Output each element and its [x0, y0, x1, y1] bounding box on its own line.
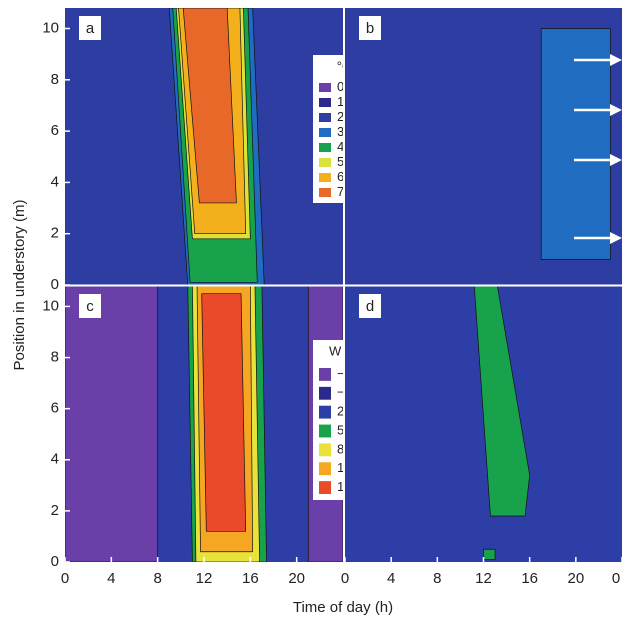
contour-region	[65, 286, 159, 562]
contour-region	[473, 286, 531, 517]
panel-letter: c	[86, 298, 94, 315]
y-tick-label: 4	[51, 451, 59, 468]
x-tick-label: 16	[521, 570, 538, 587]
x-tick-label: 4	[107, 570, 115, 587]
panel-letter-box	[79, 294, 101, 318]
panel-letter: d	[366, 298, 374, 315]
panel	[345, 286, 622, 562]
x-axis-label: Time of day (h)	[293, 599, 393, 616]
legend-swatch	[319, 158, 331, 167]
legend-swatch	[319, 405, 331, 419]
legend-swatch	[319, 98, 331, 107]
legend-swatch	[319, 83, 331, 92]
y-axis-label: Position in understory (m)	[11, 200, 28, 371]
x-tick-label: 0	[612, 570, 620, 587]
legend-swatch	[319, 128, 331, 137]
y-tick-label: 6	[51, 122, 59, 139]
arrow-head	[610, 232, 622, 244]
legend-label: 0	[337, 79, 344, 94]
y-tick-label: 8	[51, 71, 59, 88]
y-tick-label: 10	[42, 19, 59, 36]
y-tick-label: 6	[51, 400, 59, 417]
legend-swatch	[319, 188, 331, 197]
x-tick-label: 12	[196, 570, 213, 587]
panel-letter-box	[359, 16, 381, 40]
y-tick-label: 2	[51, 225, 59, 242]
arrow-head	[610, 104, 622, 116]
legend-swatch	[319, 143, 331, 152]
contour-region	[201, 293, 247, 532]
legend-swatch	[319, 424, 331, 438]
panel-letter-box	[79, 16, 101, 40]
arrow-head	[610, 54, 622, 66]
arrow-head	[610, 154, 622, 166]
legend-swatch	[319, 113, 331, 122]
panel-letter: b	[366, 20, 374, 37]
panel-letter-box	[359, 294, 381, 318]
panel	[65, 8, 343, 285]
legend-swatch	[319, 173, 331, 182]
contour-region	[182, 8, 237, 204]
contour-region	[483, 548, 496, 560]
x-tick-label: 20	[567, 570, 584, 587]
x-tick-label: 0	[341, 570, 349, 587]
x-tick-label: 20	[288, 570, 305, 587]
x-tick-label: 8	[153, 570, 161, 587]
y-tick-label: 0	[51, 553, 59, 570]
x-tick-label: 8	[433, 570, 441, 587]
y-tick-label: 8	[51, 349, 59, 366]
x-tick-label: 4	[387, 570, 395, 587]
legend-swatch	[319, 443, 331, 457]
x-tick-label: 16	[242, 570, 259, 587]
legend-swatch	[319, 368, 331, 381]
panel	[345, 8, 622, 285]
panel-letter: a	[86, 20, 95, 37]
y-tick-label: 0	[51, 276, 59, 293]
y-tick-label: 2	[51, 502, 59, 519]
legend-swatch	[319, 386, 331, 400]
y-tick-label: 4	[51, 173, 59, 190]
x-tick-label: 12	[475, 570, 492, 587]
contour-region	[540, 28, 611, 260]
legend-swatch	[319, 481, 331, 494]
x-tick-label: 0	[61, 570, 69, 587]
legend-swatch	[319, 462, 331, 476]
panel	[65, 286, 343, 562]
y-tick-label: 10	[42, 297, 59, 314]
